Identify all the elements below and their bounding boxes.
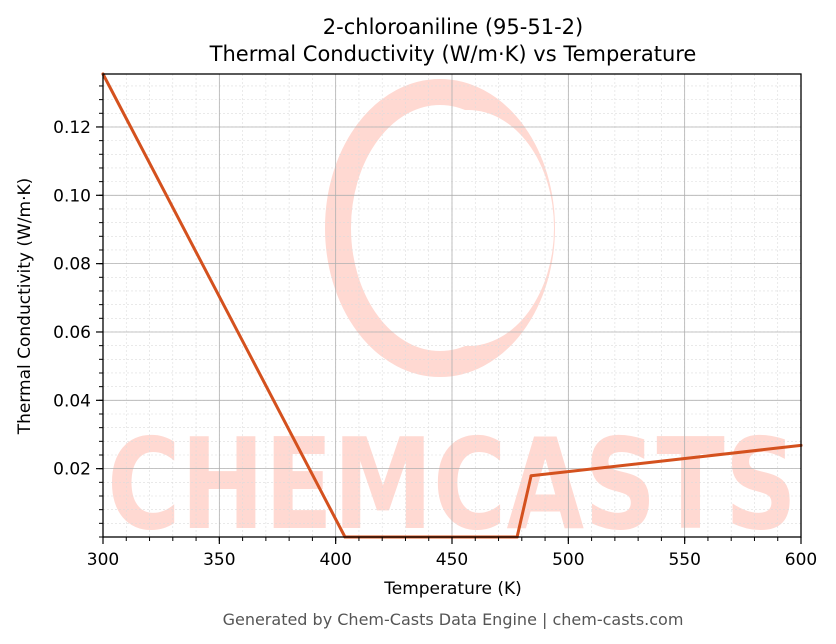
- x-tick-label: 300: [87, 550, 119, 570]
- y-tick-label: 0.02: [53, 460, 91, 480]
- y-tick-label: 0.08: [53, 255, 91, 275]
- x-tick-label: 400: [319, 550, 351, 570]
- y-axis-label: Thermal Conductivity (W/m·K): [15, 178, 35, 436]
- axis-ticks: [96, 85, 802, 544]
- x-tick-label: 600: [785, 550, 817, 570]
- data-point: [529, 474, 533, 478]
- y-tick-label: 0.12: [53, 118, 91, 138]
- chart-title-line-2: Thermal Conductivity (W/m·K) vs Temperat…: [209, 42, 697, 66]
- chart-title-line-1: 2-chloroaniline (95-51-2): [323, 15, 583, 39]
- y-tick-label: 0.06: [53, 323, 91, 343]
- y-tick-labels: 0.02 0.04 0.06 0.08 0.10 0.12: [53, 118, 91, 480]
- footer-credit: Generated by Chem-Casts Data Engine | ch…: [223, 610, 684, 629]
- watermark-logo-cutout: [382, 110, 554, 346]
- y-tick-label: 0.04: [53, 391, 91, 411]
- y-tick-label: 0.10: [53, 186, 91, 206]
- x-tick-label: 350: [203, 550, 235, 570]
- x-tick-label: 500: [552, 550, 584, 570]
- x-tick-label: 550: [668, 550, 700, 570]
- x-axis-label: Temperature (K): [383, 579, 522, 599]
- x-tick-labels: 300 350 400 450 500 550 600: [87, 550, 817, 570]
- x-tick-label: 450: [436, 550, 468, 570]
